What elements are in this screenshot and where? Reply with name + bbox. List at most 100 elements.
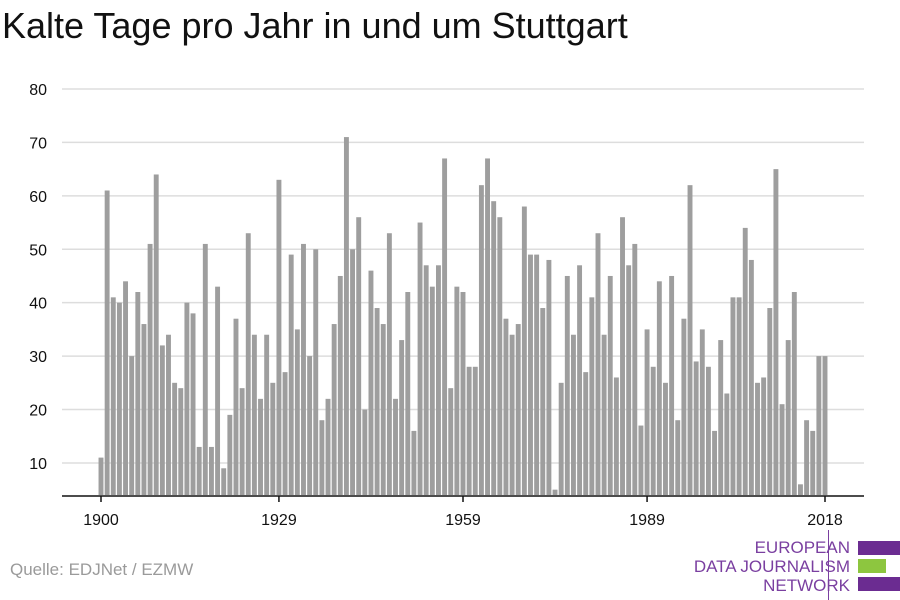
bar-1958	[454, 286, 460, 495]
bar-1998	[699, 329, 705, 495]
bar-1957	[448, 388, 454, 495]
bar-1948	[393, 398, 398, 495]
bar-2007	[755, 382, 760, 495]
bar-1980	[589, 297, 595, 495]
bar-1994	[675, 420, 681, 495]
bar-1954	[429, 286, 435, 495]
bar-1988	[638, 425, 644, 495]
bar-1983	[607, 275, 613, 495]
bar-1929	[276, 179, 282, 495]
logo-text-line-3: NETWORK	[763, 576, 850, 595]
bar-1946	[380, 324, 386, 495]
bar-1991	[656, 281, 662, 495]
bar-1908	[147, 243, 153, 495]
y-tick-label-50: 50	[29, 242, 47, 259]
bar-1990	[650, 366, 656, 495]
source-note: Quelle: EDJNet / EZMW	[10, 560, 194, 579]
logo-purple-bar-top	[858, 541, 900, 555]
bar-1945	[374, 308, 380, 495]
bar-1909	[153, 174, 159, 495]
bar-1955	[436, 265, 441, 495]
x-tick-label-2018: 2018	[807, 512, 843, 529]
bar-1939	[337, 275, 343, 495]
bar-1942	[356, 217, 362, 496]
bar-1904	[123, 281, 128, 495]
bar-1977	[570, 334, 576, 495]
bar-1921	[227, 414, 233, 495]
bar-1916	[196, 446, 202, 495]
bar-1933	[301, 243, 306, 495]
bar-1914	[184, 302, 190, 495]
bar-2003	[730, 297, 736, 495]
bar-1969	[521, 206, 527, 496]
x-tick-label-1900: 1900	[83, 512, 119, 529]
bar-1978	[577, 265, 583, 495]
bar-1902	[110, 297, 116, 495]
bar-1937	[325, 398, 331, 495]
bar-1961	[472, 366, 478, 495]
logo-divider	[828, 530, 829, 600]
bar-1992	[663, 382, 668, 495]
bar-2000	[712, 430, 718, 495]
bar-1938	[331, 324, 337, 495]
bar-1999	[705, 366, 711, 495]
bar-1965	[497, 217, 503, 496]
bar-1940	[343, 137, 349, 495]
bar-1975	[558, 382, 564, 495]
bar-2010	[773, 169, 779, 495]
bar-1982	[601, 334, 607, 495]
bar-1989	[644, 329, 650, 495]
bar-1917	[202, 243, 208, 495]
bar-2013	[791, 292, 797, 495]
bar-1963	[485, 158, 490, 495]
bar-1906	[135, 292, 141, 495]
bar-1912	[172, 382, 178, 495]
bar-1960	[466, 366, 472, 495]
bar-1970	[528, 254, 533, 495]
bar-1976	[564, 275, 570, 495]
bar-1949	[399, 340, 405, 495]
bar-1951	[411, 430, 417, 495]
bar-1935	[313, 249, 319, 495]
bar-1900	[98, 457, 104, 495]
x-tick-label-1929: 1929	[261, 512, 297, 529]
bar-2002	[724, 393, 730, 495]
bar-1928	[270, 382, 276, 495]
bar-1967	[509, 334, 515, 495]
y-tick-label-70: 70	[29, 135, 47, 152]
bar-1923	[239, 388, 245, 495]
bar-2001	[718, 340, 724, 495]
bar-2008	[761, 377, 767, 495]
bar-2012	[785, 340, 791, 495]
bar-1971	[534, 254, 540, 495]
bar-2011	[779, 404, 785, 495]
bar-1981	[595, 233, 601, 495]
bar-1987	[632, 243, 638, 495]
chart-title: Kalte Tage pro Jahr in und um Stuttgart	[2, 5, 628, 46]
bar-1968	[515, 324, 521, 495]
bar-1919	[215, 286, 221, 495]
bar-2015	[804, 420, 810, 495]
bar-1953	[423, 265, 429, 495]
bar-2006	[748, 259, 754, 495]
bar-1997	[693, 361, 699, 495]
y-tick-label-20: 20	[29, 403, 47, 420]
y-tick-label-10: 10	[29, 456, 47, 473]
y-tick-label-30: 30	[29, 349, 47, 366]
bar-1993	[669, 275, 675, 495]
bar-1986	[626, 265, 632, 495]
bar-1959	[460, 292, 466, 495]
edjnet-logo: EUROPEAN DATA JOURNALISM NETWORK	[694, 530, 900, 600]
bar-1985	[620, 217, 625, 496]
bar-2009	[767, 308, 773, 495]
bar-1974	[552, 489, 558, 495]
bar-1996	[687, 185, 693, 495]
bar-1927	[264, 334, 270, 495]
bar-1903	[116, 302, 122, 495]
bar-1924	[245, 233, 251, 495]
bar-1932	[294, 329, 300, 495]
logo-text-line-2: DATA JOURNALISM	[693, 557, 850, 576]
bar-1920	[221, 468, 227, 495]
bar-2014	[798, 484, 803, 495]
